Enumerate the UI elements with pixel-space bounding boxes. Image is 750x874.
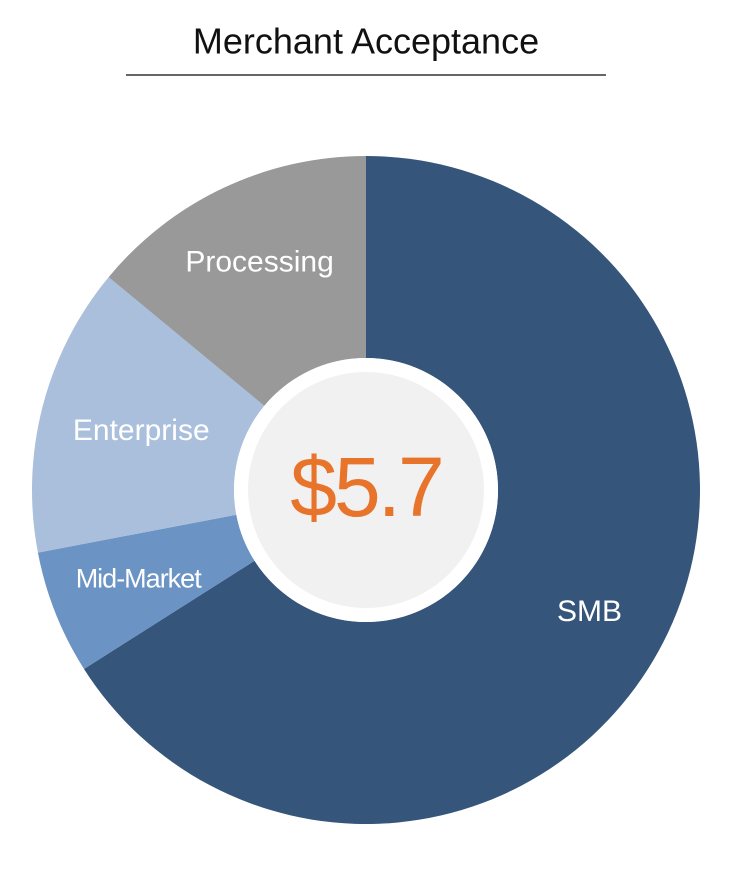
center-value: $5.7: [290, 440, 442, 534]
donut-segment: [31, 277, 265, 553]
segment-label: Processing: [185, 246, 333, 279]
chart-title: Merchant Acceptance: [193, 21, 539, 62]
donut-segment: [37, 514, 255, 669]
segment-label: Enterprise: [73, 414, 210, 447]
donut-segment: [108, 156, 367, 406]
donut-segment: [83, 156, 700, 824]
segment-label: SMB: [557, 595, 622, 628]
center-disc: [248, 372, 484, 608]
segment-label: Mid-Market: [76, 563, 203, 593]
